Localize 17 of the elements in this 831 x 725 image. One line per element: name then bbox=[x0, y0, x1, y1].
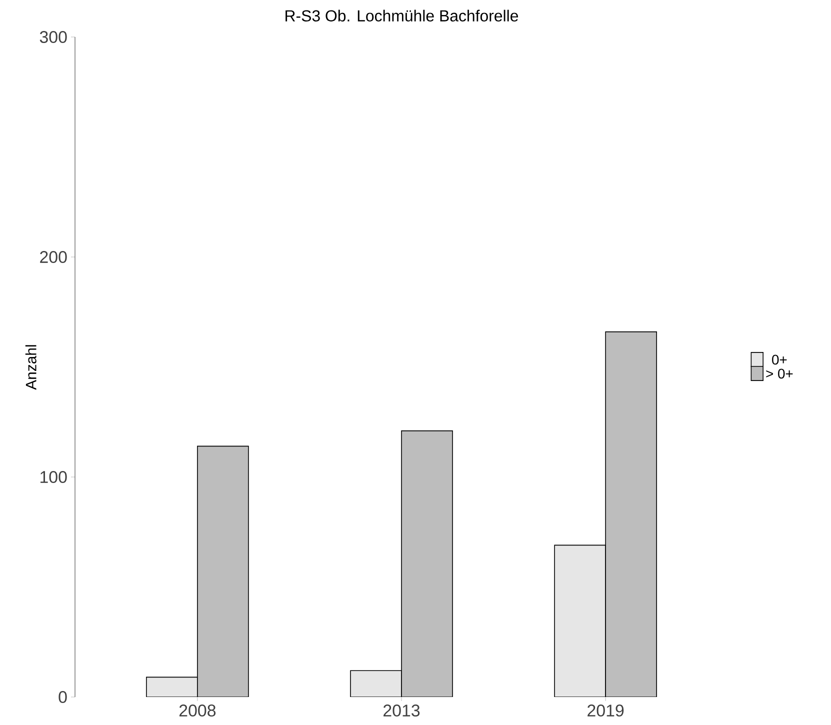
legend-label: 0+ bbox=[772, 354, 787, 365]
y-tick-label: 0 bbox=[58, 691, 67, 703]
x-tick-label: 2019 bbox=[588, 704, 624, 717]
chart-title: R-S3 Ob. Lochmühle Bachforelle bbox=[286, 10, 518, 22]
bar bbox=[350, 670, 402, 697]
legend-label: > 0+ bbox=[766, 368, 793, 379]
y-axis-title: Anzahl bbox=[25, 345, 36, 390]
bar bbox=[554, 544, 606, 697]
x-tick-label: 2008 bbox=[179, 704, 216, 717]
x-tick-label: 2013 bbox=[384, 704, 420, 717]
bar bbox=[146, 676, 198, 697]
y-tick-label: 100 bbox=[40, 471, 67, 483]
y-tick-label: 300 bbox=[40, 31, 67, 43]
bar bbox=[197, 446, 249, 697]
y-tick-label: 200 bbox=[40, 251, 67, 263]
bar bbox=[605, 331, 657, 697]
bar bbox=[401, 430, 453, 697]
